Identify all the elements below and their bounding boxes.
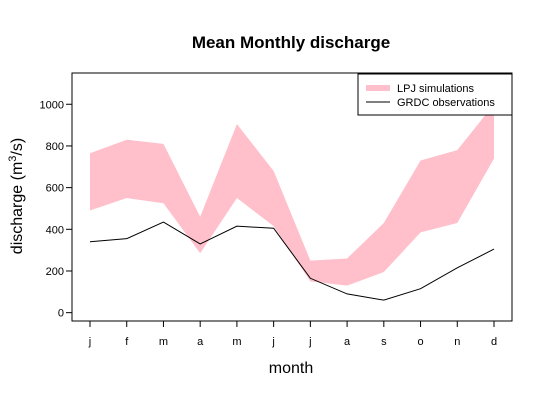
x-tick-label: j xyxy=(308,336,311,348)
y-tick-label: 800 xyxy=(46,141,64,153)
legend: LPJ simulations GRDC observations xyxy=(357,73,513,116)
y-axis-label-main: discharge (m xyxy=(9,162,26,254)
chart-title: Mean Monthly discharge xyxy=(192,33,390,52)
x-tick-label: m xyxy=(159,336,168,348)
plot-frame xyxy=(71,72,513,322)
x-tick-label: j xyxy=(88,336,91,348)
x-tick-label: m xyxy=(232,336,241,348)
y-axis-label-tail: /s) xyxy=(9,138,26,156)
x-tick-label: j xyxy=(271,336,274,348)
x-tick-label: a xyxy=(344,336,351,348)
x-tick-label: o xyxy=(417,336,423,348)
y-axis: 0 200 400 600 800 1000 xyxy=(40,99,72,320)
lpj-band xyxy=(90,104,494,286)
grdc-line xyxy=(89,221,495,301)
y-axis-label-sup: 3 xyxy=(7,156,19,162)
y-tick-label: 400 xyxy=(46,224,64,236)
legend-label-grdc: GRDC observations xyxy=(397,97,495,109)
x-axis-label: month xyxy=(269,360,313,377)
y-tick-label: 200 xyxy=(46,266,64,278)
x-tick-label: s xyxy=(381,336,387,348)
x-tick-label: d xyxy=(491,336,497,348)
x-tick-label: a xyxy=(197,336,204,348)
lpj-band-layer xyxy=(90,104,494,286)
y-axis-label: discharge (m3/s) xyxy=(7,138,26,254)
legend-box xyxy=(357,73,513,116)
legend-label-lpj: LPJ simulations xyxy=(397,83,475,95)
y-tick-label: 0 xyxy=(58,308,64,320)
x-tick-label: f xyxy=(125,336,129,348)
grdc-line-layer xyxy=(89,221,495,301)
y-tick-label: 600 xyxy=(46,183,64,195)
x-tick-label: n xyxy=(454,336,460,348)
y-tick-label: 1000 xyxy=(40,99,64,111)
